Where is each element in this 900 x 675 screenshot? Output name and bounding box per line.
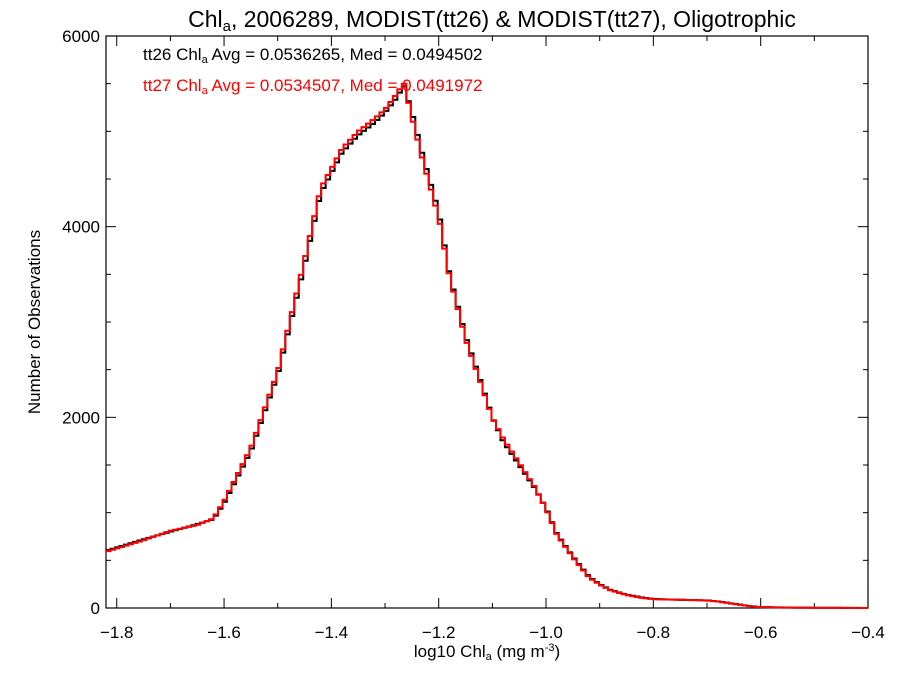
- title-text-1: Chl: [188, 6, 223, 32]
- x-tick-label: −1.6: [207, 623, 241, 642]
- x-axis-ticks: −1.8 −1.6 −1.4 −1.2 −1.0 −0.8 −0.6 −0.4: [100, 36, 885, 642]
- y-tick-label: 0: [91, 599, 100, 618]
- y-tick-label: 4000: [62, 218, 100, 237]
- x-label-text-2: (mg m: [492, 642, 545, 661]
- legend-tt27-text-2: Avg = 0.0534507, Med = 0.0491972: [208, 76, 483, 95]
- y-axis-ticks: 0 2000 4000 6000: [62, 27, 868, 618]
- x-label-subscript: a: [486, 651, 493, 663]
- series-line-tt27: [106, 82, 868, 609]
- x-tick-label: −0.8: [637, 623, 671, 642]
- plot-frame: [105, 35, 869, 609]
- x-tick-label: −1.8: [100, 623, 134, 642]
- x-tick-label: −0.6: [744, 623, 778, 642]
- y-tick-label: 2000: [62, 408, 100, 427]
- series-line-tt26: [106, 85, 868, 609]
- chart-title: Chla, 2006289, MODIST(tt26) & MODIST(tt2…: [188, 6, 796, 35]
- title-text-2: , 2006289, MODIST(tt26) & MODIST(tt27), …: [231, 6, 796, 32]
- y-tick-label: 6000: [62, 27, 100, 46]
- x-tick-label: −1.0: [529, 623, 563, 642]
- legend-tt26-text-1: tt26 Chl: [143, 45, 202, 64]
- y-axis-label: Number of Observations: [25, 230, 44, 414]
- legend-tt27-subscript: a: [202, 85, 209, 97]
- series-layer: [106, 82, 868, 609]
- legend-tt26-text-2: Avg = 0.0536265, Med = 0.0494502: [208, 45, 483, 64]
- legend-tt27-text-1: tt27 Chl: [143, 76, 202, 95]
- x-label-text-3: ): [554, 642, 560, 661]
- legend-annotation-tt27: tt27 Chla Avg = 0.0534507, Med = 0.04919…: [143, 76, 482, 97]
- x-label-superscript: -3: [545, 642, 555, 654]
- x-tick-label: −1.4: [315, 623, 349, 642]
- x-label-text-1: log10 Chl: [414, 642, 486, 661]
- title-subscript: a: [223, 18, 232, 35]
- x-axis-label: log10 Chla (mg m-3): [414, 642, 560, 663]
- legend-tt26-subscript: a: [202, 54, 209, 66]
- legend-annotation-tt26: tt26 Chla Avg = 0.0536265, Med = 0.04945…: [143, 45, 482, 66]
- x-tick-label: −1.2: [422, 623, 456, 642]
- x-tick-label: −0.4: [851, 623, 885, 642]
